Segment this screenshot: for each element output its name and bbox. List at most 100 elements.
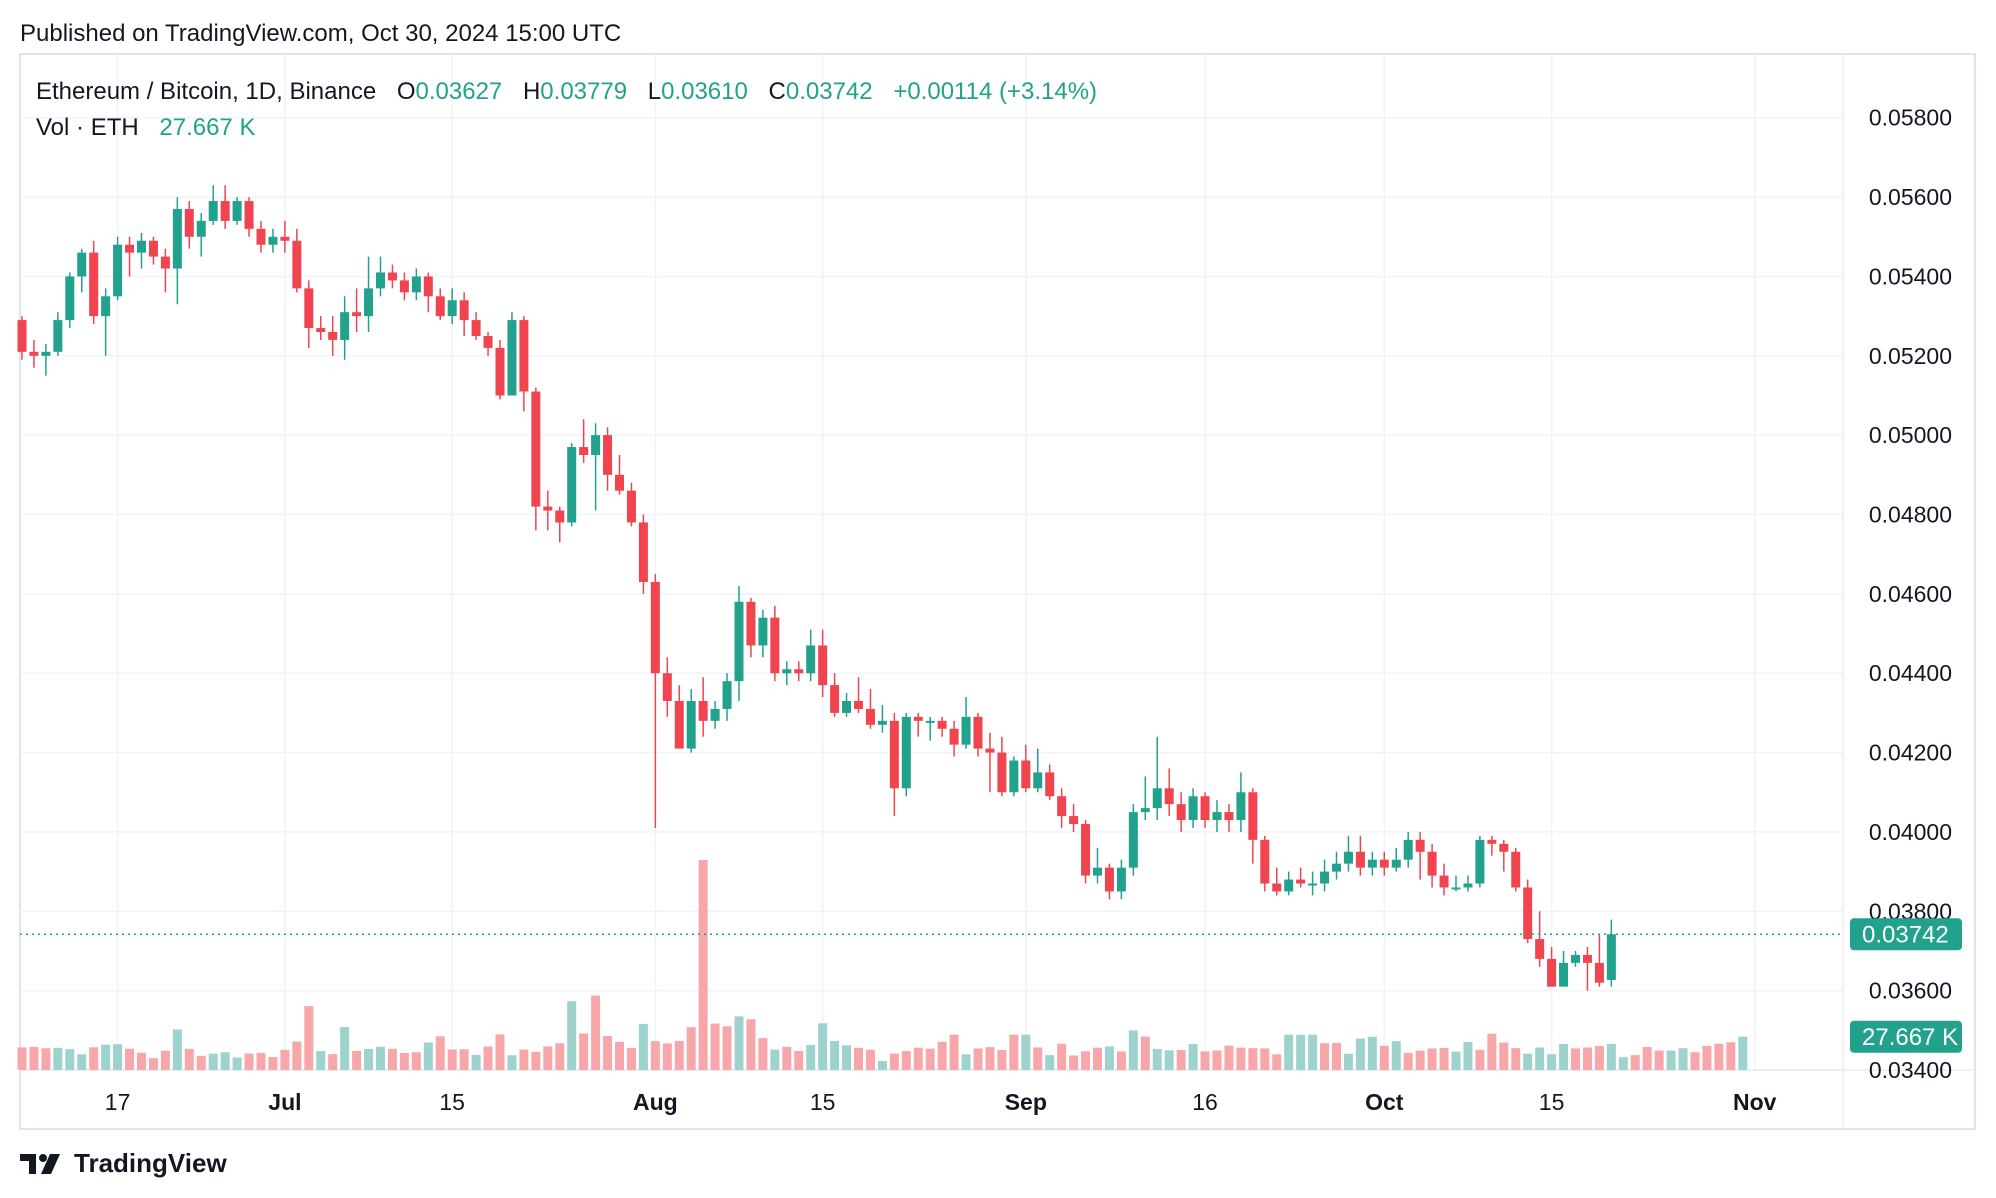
candle <box>650 574 660 828</box>
open-value: 0.03627 <box>415 78 503 105</box>
candle-body <box>352 312 362 317</box>
volume-bar <box>1057 1043 1067 1070</box>
tradingview-logo[interactable]: TradingView <box>20 1148 227 1179</box>
candle-body <box>184 209 194 237</box>
candle <box>1487 835 1497 856</box>
candle <box>29 339 39 368</box>
candle-body <box>603 435 613 475</box>
candle <box>1224 804 1234 832</box>
candle-body <box>113 244 123 297</box>
low-value: 0.03610 <box>661 78 748 105</box>
candle-body <box>1212 812 1222 821</box>
symbol-title[interactable]: Ethereum / Bitcoin, 1D, Binance <box>36 78 377 105</box>
volume-bar <box>1260 1048 1270 1070</box>
time-axis[interactable]: 17 Jul 15 Aug 15 Sep 16 Oct 15 Nov <box>105 1089 1777 1115</box>
time-tick-label: 17 <box>105 1089 131 1115</box>
candle-body <box>1499 843 1509 852</box>
candle-body <box>1571 954 1580 963</box>
candle-body <box>865 708 875 725</box>
candle <box>591 423 601 511</box>
candle-body <box>77 252 87 277</box>
candle <box>949 720 959 757</box>
price-tick-label: 0.05200 <box>1869 343 1952 369</box>
volume-bar <box>1475 1049 1485 1070</box>
candle-body <box>376 272 385 289</box>
volume-bars <box>17 860 1748 1070</box>
candle <box>172 197 182 305</box>
candle-body <box>387 272 397 281</box>
close-label: C <box>768 78 786 105</box>
candle-body <box>268 236 278 245</box>
candle-body <box>746 601 756 646</box>
candle <box>435 288 445 321</box>
candle-body <box>758 617 768 646</box>
volume-bar <box>1320 1043 1330 1070</box>
volume-bar <box>1296 1034 1306 1070</box>
volume-bar <box>830 1040 840 1070</box>
volume-bar <box>101 1044 111 1070</box>
candle-body <box>555 510 565 523</box>
candle <box>1236 772 1246 832</box>
candle-body <box>495 347 505 396</box>
volume-bar <box>268 1057 278 1070</box>
volume-row: Vol · ETH 27.667 K <box>36 110 1097 146</box>
volume-bar <box>1391 1041 1401 1070</box>
candle <box>1594 935 1604 987</box>
candle-body <box>1176 804 1186 821</box>
candle-body <box>1140 808 1150 813</box>
candle <box>423 272 433 313</box>
volume-bar <box>495 1034 505 1070</box>
candle <box>1045 764 1055 801</box>
candle <box>148 236 158 265</box>
volume-bar <box>925 1048 935 1070</box>
candle <box>842 693 852 717</box>
candle-body <box>148 240 158 257</box>
candle-body <box>1463 883 1473 888</box>
volume-bar <box>1093 1047 1102 1070</box>
time-tick-label: Nov <box>1733 1089 1777 1115</box>
candle <box>387 264 397 289</box>
volume-bar <box>889 1053 899 1070</box>
candle <box>865 689 875 729</box>
candle-body <box>806 645 816 674</box>
candle <box>280 220 290 253</box>
volume-bar <box>280 1049 290 1070</box>
volume-bar <box>794 1051 804 1070</box>
candle <box>1057 788 1067 828</box>
volume-bar <box>244 1053 254 1070</box>
volume-bar <box>447 1049 457 1070</box>
candle <box>256 220 266 253</box>
chart-frame <box>19 53 1976 1130</box>
candle <box>818 629 828 698</box>
candle-body <box>1415 839 1425 852</box>
candle <box>1164 768 1174 817</box>
candle-body <box>316 328 326 332</box>
candle <box>220 185 230 229</box>
candle <box>208 185 218 225</box>
price-axis[interactable]: 0.034000.036000.038000.040000.042000.044… <box>1869 105 1952 1083</box>
volume-label[interactable]: Vol · ETH <box>36 114 139 141</box>
candle-body <box>1069 816 1079 824</box>
candle <box>268 228 278 253</box>
candle <box>1033 748 1043 793</box>
candle <box>961 697 971 749</box>
candle-body <box>1535 939 1545 959</box>
candle <box>1415 831 1425 880</box>
published-caption: Published on TradingView.com, Oct 30, 20… <box>20 20 622 47</box>
candle-body <box>1009 760 1019 793</box>
candle-body <box>1224 812 1234 821</box>
price-tick-label: 0.04800 <box>1869 502 1952 528</box>
volume-bar <box>1332 1042 1341 1070</box>
candle <box>1439 863 1449 896</box>
volume-bar <box>352 1051 362 1070</box>
candle <box>782 661 792 686</box>
volume-bar <box>615 1041 624 1070</box>
volume-bar <box>1571 1048 1580 1070</box>
candle-body <box>220 201 230 221</box>
volume-bar <box>985 1047 995 1070</box>
candle-body <box>280 236 290 241</box>
price-tick-label: 0.04400 <box>1869 660 1952 686</box>
volume-bar <box>543 1046 553 1070</box>
candle <box>1606 919 1616 987</box>
